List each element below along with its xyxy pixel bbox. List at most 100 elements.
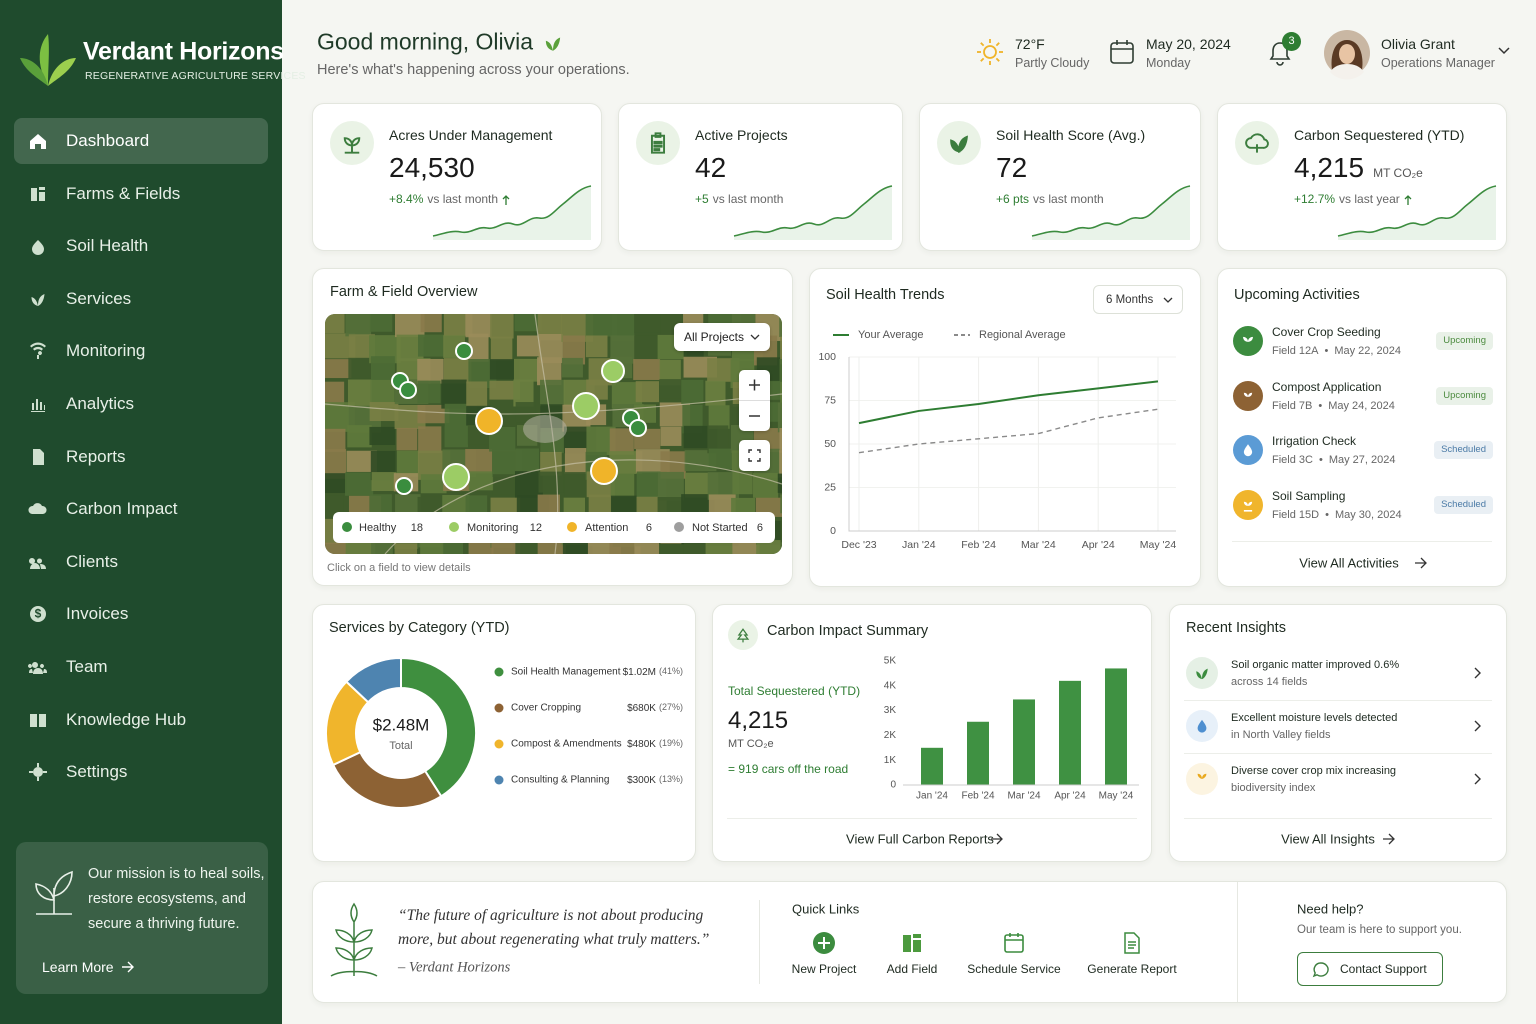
insight-chevron[interactable] (1474, 773, 1482, 785)
map-field (395, 494, 421, 515)
bar (1013, 699, 1035, 785)
nav-label[interactable]: Farms & Fields (66, 183, 181, 203)
map-field (538, 471, 564, 493)
map-field (489, 380, 521, 400)
sidebar: Verdant Horizons REGENERATIVE AGRICULTURE… (0, 0, 306, 1024)
y-tick-label: 5K (884, 656, 897, 667)
nav-item[interactable]: Knowledge Hub (14, 697, 268, 743)
nav-label[interactable]: Knowledge Hub (66, 709, 187, 729)
period-dropdown[interactable]: 6 Months (1093, 285, 1183, 314)
kpi-card: Carbon Sequestered (YTD) 4,215 MT CO₂e +12.… (1217, 103, 1507, 251)
map-field (660, 426, 682, 446)
quick-link-icon[interactable] (1002, 931, 1026, 955)
nav-item[interactable]: Dashboard (14, 118, 268, 164)
map-field (370, 356, 395, 381)
map-field (708, 448, 733, 470)
card-title: Soil Health Trends (826, 287, 945, 303)
activity-meta: Field 7B • May 24, 2024 (1272, 400, 1395, 412)
nav-label[interactable]: Reports (66, 446, 126, 466)
insight-chevron[interactable] (1474, 720, 1482, 732)
map-field (708, 405, 730, 429)
view-reports-link[interactable]: View Full Carbon Reports (846, 831, 994, 847)
field-marker[interactable] (395, 477, 413, 495)
nav-label[interactable]: Dashboard (66, 131, 150, 150)
nav-item[interactable]: Reports (14, 434, 268, 480)
nav-label[interactable]: Settings (66, 762, 128, 782)
field-marker[interactable] (601, 359, 625, 383)
quick-link[interactable]: Generate Report (1087, 962, 1177, 976)
field-marker[interactable] (590, 457, 618, 485)
map-field (611, 314, 635, 341)
activity-icon-glyph (1243, 444, 1253, 457)
nav-item[interactable]: Soil Health (14, 223, 268, 269)
ql-glyph (903, 934, 921, 952)
kpi-note: vs last month (1033, 192, 1104, 206)
legend-dot (494, 775, 504, 785)
nav-item[interactable]: Clients (14, 539, 268, 585)
nav-item[interactable]: Carbon Impact (14, 486, 268, 532)
quick-link-icon[interactable] (1120, 931, 1144, 955)
map-field (610, 473, 635, 497)
kpi-card: Soil Health Score (Avg.) 72 +6 pts vs last … (919, 103, 1201, 251)
user-name: Olivia Grant (1381, 36, 1455, 52)
field-marker[interactable] (399, 381, 417, 399)
nav-item[interactable]: Services (14, 276, 268, 322)
nav-glyph (30, 342, 46, 360)
nav-glyph: $ (35, 607, 42, 621)
contact-label[interactable]: Contact Support (1340, 962, 1427, 976)
nav-item[interactable]: Team (14, 644, 268, 690)
quick-link[interactable]: New Project (791, 962, 857, 976)
x-tick-label: May '24 (1140, 539, 1177, 551)
quick-link-icon[interactable] (900, 931, 924, 955)
map-field (442, 541, 464, 554)
arrow (1383, 833, 1395, 845)
card-title: Recent Insights (1186, 620, 1286, 636)
mission-link[interactable]: Learn More (42, 959, 114, 975)
quick-link[interactable]: Add Field (886, 962, 938, 976)
nav-glyph (31, 399, 45, 412)
view-insights-link[interactable]: View All Insights (1281, 831, 1375, 847)
nav-label[interactable]: Clients (66, 551, 118, 571)
nav-icon (31, 399, 45, 412)
quick-link[interactable]: Schedule Service (967, 962, 1061, 976)
map-field (369, 314, 393, 332)
field-marker[interactable] (572, 392, 600, 420)
view-all-link[interactable]: View All Activities (1299, 555, 1399, 571)
nav-item[interactable]: Farms & Fields (14, 171, 268, 217)
kpi-icon-glyph (650, 132, 666, 154)
field-marker[interactable] (455, 342, 473, 360)
nav-label[interactable]: Soil Health (66, 236, 149, 256)
nav-item[interactable]: Monitoring (14, 328, 268, 374)
nav-label[interactable]: Carbon Impact (66, 499, 178, 519)
nav-item[interactable]: $ Invoices (14, 591, 268, 637)
contact-button[interactable]: Contact Support (1297, 952, 1443, 986)
insight-icon (1186, 657, 1218, 689)
nav-label[interactable]: Team (66, 657, 108, 676)
nav-label[interactable]: Analytics (66, 394, 135, 413)
nav-item[interactable]: Analytics (14, 381, 268, 427)
dropdown-chevron (750, 334, 760, 340)
quick-link-icon[interactable] (812, 931, 836, 955)
fullscreen-button[interactable] (739, 440, 770, 471)
filter-dropdown[interactable]: All Projects (674, 323, 770, 351)
zoom-controls (739, 370, 770, 431)
period-label[interactable]: 6 Months (1106, 294, 1154, 306)
map-field (465, 449, 493, 474)
nav-label[interactable]: Services (66, 288, 132, 308)
filter-label[interactable]: All Projects (684, 330, 745, 344)
nav-label[interactable]: Monitoring (66, 341, 146, 361)
amount: $480K (627, 739, 656, 750)
trend-arrow-icon (1404, 195, 1412, 205)
map-legend: Healthy 18 Monitoring 12 Attention 6 Not Start… (333, 512, 775, 543)
field-marker[interactable] (442, 463, 470, 491)
axis (848, 357, 1176, 532)
field-marker[interactable] (475, 407, 503, 435)
nav-item[interactable]: Settings (14, 749, 268, 795)
field-marker[interactable] (629, 419, 647, 437)
zoom-in[interactable] (749, 379, 760, 391)
insight-chevron[interactable] (1474, 667, 1482, 679)
card-title: Carbon Impact Summary (767, 623, 929, 639)
map-field (585, 314, 618, 337)
activity-name: Irrigation Check (1272, 434, 1357, 448)
nav-label[interactable]: Invoices (66, 604, 129, 624)
